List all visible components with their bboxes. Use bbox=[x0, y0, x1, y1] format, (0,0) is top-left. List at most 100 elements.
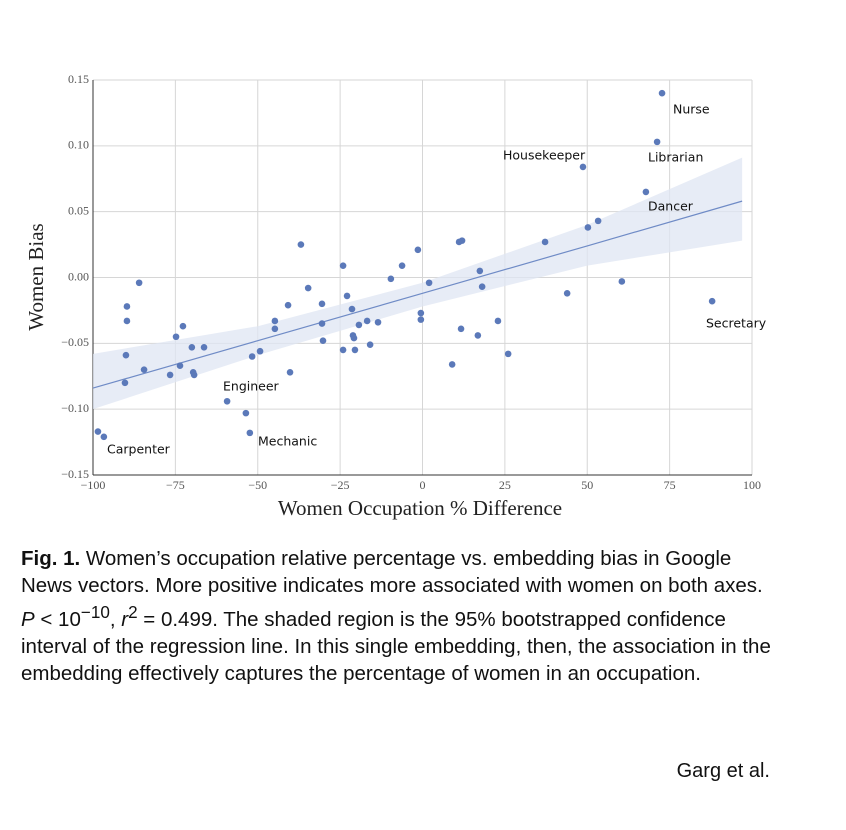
point bbox=[417, 309, 425, 317]
point bbox=[350, 334, 358, 342]
point bbox=[271, 325, 279, 333]
point bbox=[474, 332, 482, 339]
point bbox=[319, 337, 327, 345]
point bbox=[355, 321, 363, 329]
point bbox=[286, 369, 294, 376]
point bbox=[417, 316, 425, 323]
point bbox=[579, 163, 587, 171]
point bbox=[256, 347, 264, 355]
point bbox=[563, 290, 571, 297]
annotation: Housekeeper bbox=[503, 148, 586, 163]
point bbox=[504, 350, 512, 358]
point bbox=[200, 343, 208, 351]
point bbox=[121, 379, 129, 387]
annotation: Librarian bbox=[648, 150, 703, 165]
point bbox=[122, 351, 130, 359]
point bbox=[458, 237, 466, 244]
x-tick-label: −75 bbox=[166, 478, 185, 492]
point bbox=[339, 346, 347, 354]
point bbox=[135, 279, 143, 287]
point bbox=[172, 333, 180, 341]
point bbox=[425, 279, 433, 287]
point bbox=[242, 409, 250, 417]
point bbox=[351, 346, 359, 354]
point bbox=[494, 317, 502, 325]
x-tick-label: −50 bbox=[248, 478, 267, 492]
x-tick-label: 75 bbox=[664, 478, 676, 492]
point bbox=[190, 371, 198, 379]
y-tick-label: 0.00 bbox=[68, 269, 89, 283]
caption: Fig. 1. Women’s occupation relative perc… bbox=[21, 545, 781, 687]
point bbox=[658, 89, 666, 97]
point bbox=[297, 241, 305, 248]
point bbox=[271, 317, 279, 325]
y-tick-label: 0.10 bbox=[68, 138, 89, 152]
caption-label: Fig. 1. bbox=[21, 547, 81, 570]
x-tick-label: 100 bbox=[743, 478, 761, 492]
caption-text: < 10 bbox=[34, 607, 81, 631]
x-tick-label: −100 bbox=[81, 478, 106, 492]
attribution: Garg et al. bbox=[676, 760, 770, 782]
x-tick-label: −25 bbox=[331, 478, 350, 492]
point bbox=[166, 371, 174, 379]
point bbox=[414, 246, 422, 254]
caption-text: r bbox=[121, 607, 129, 631]
confidence-band bbox=[93, 157, 743, 410]
annotation: Nurse bbox=[673, 102, 710, 117]
point bbox=[584, 224, 592, 231]
caption-text: = 0.499. The shaded region is the 95% bo… bbox=[21, 607, 771, 685]
caption-text: P bbox=[21, 607, 35, 631]
annotation: Dancer bbox=[648, 199, 694, 214]
y-tick-label: −0.15 bbox=[61, 467, 89, 481]
point bbox=[594, 217, 602, 225]
point bbox=[179, 322, 187, 330]
caption-text: , bbox=[109, 607, 122, 631]
point bbox=[339, 262, 347, 269]
point bbox=[140, 366, 148, 373]
y-axis-title: Women Bias bbox=[24, 223, 48, 330]
regression-line bbox=[92, 200, 743, 389]
point bbox=[318, 320, 326, 327]
caption-text: 2 bbox=[128, 603, 138, 622]
point bbox=[374, 318, 382, 326]
point bbox=[100, 433, 108, 441]
x-axis-title: Women Occupation % Difference bbox=[278, 496, 562, 520]
point bbox=[457, 325, 465, 333]
point bbox=[123, 317, 131, 325]
point bbox=[366, 341, 374, 348]
x-tick-label: 50 bbox=[581, 478, 593, 492]
point bbox=[188, 343, 196, 351]
point bbox=[387, 275, 395, 283]
x-tick-label: 0 bbox=[420, 478, 426, 492]
y-tick-label: −0.10 bbox=[61, 401, 89, 415]
x-tick-label: 25 bbox=[499, 478, 511, 492]
y-tick-label: −0.05 bbox=[61, 335, 89, 349]
caption-text: Women’s occupation relative percentage v… bbox=[21, 547, 763, 597]
point bbox=[284, 301, 292, 309]
y-tick-label: 0.15 bbox=[68, 72, 89, 86]
point bbox=[618, 278, 626, 285]
point bbox=[398, 262, 406, 269]
annotation: Carpenter bbox=[107, 442, 171, 457]
point bbox=[223, 397, 231, 405]
point bbox=[304, 284, 312, 292]
point bbox=[363, 317, 371, 325]
point bbox=[176, 362, 184, 370]
point bbox=[642, 188, 650, 196]
chart: Women Occupation % Difference Women Bias… bbox=[24, 72, 767, 520]
point bbox=[478, 283, 486, 291]
point bbox=[94, 428, 102, 435]
point bbox=[246, 429, 254, 437]
annotation: Engineer bbox=[223, 379, 280, 394]
point bbox=[343, 292, 351, 300]
point bbox=[248, 353, 256, 360]
annotation: Mechanic bbox=[258, 434, 317, 449]
point bbox=[708, 297, 716, 305]
annotation: Secretary bbox=[706, 316, 767, 331]
point bbox=[318, 300, 326, 308]
point bbox=[123, 303, 131, 310]
point bbox=[448, 361, 456, 368]
point bbox=[348, 305, 356, 313]
point bbox=[476, 267, 484, 275]
